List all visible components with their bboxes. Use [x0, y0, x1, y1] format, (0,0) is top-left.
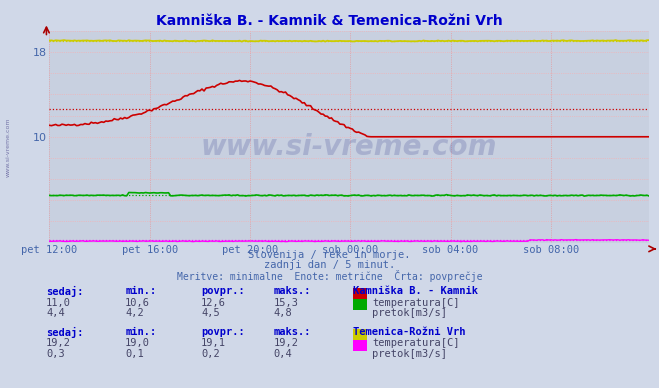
- Text: Slovenija / reke in morje.: Slovenija / reke in morje.: [248, 250, 411, 260]
- Text: 19,0: 19,0: [125, 338, 150, 348]
- Text: 12,6: 12,6: [201, 298, 226, 308]
- Text: min.:: min.:: [125, 327, 156, 337]
- Text: 4,4: 4,4: [46, 308, 65, 319]
- Text: pretok[m3/s]: pretok[m3/s]: [372, 308, 447, 319]
- Text: 0,2: 0,2: [201, 349, 219, 359]
- Text: 19,2: 19,2: [273, 338, 299, 348]
- Text: sedaj:: sedaj:: [46, 327, 84, 338]
- Text: Meritve: minimalne  Enote: metrične  Črta: povprečje: Meritve: minimalne Enote: metrične Črta:…: [177, 270, 482, 282]
- Text: 19,2: 19,2: [46, 338, 71, 348]
- Text: 4,5: 4,5: [201, 308, 219, 319]
- Text: temperatura[C]: temperatura[C]: [372, 298, 460, 308]
- Text: temperatura[C]: temperatura[C]: [372, 338, 460, 348]
- Text: povpr.:: povpr.:: [201, 327, 244, 337]
- Text: sedaj:: sedaj:: [46, 286, 84, 297]
- Text: Kamniška B. - Kamnik & Temenica-Rožni Vrh: Kamniška B. - Kamnik & Temenica-Rožni Vr…: [156, 14, 503, 28]
- Text: pretok[m3/s]: pretok[m3/s]: [372, 349, 447, 359]
- Text: www.si-vreme.com: www.si-vreme.com: [5, 118, 11, 177]
- Text: www.si-vreme.com: www.si-vreme.com: [201, 133, 498, 161]
- Text: 19,1: 19,1: [201, 338, 226, 348]
- Text: 10,6: 10,6: [125, 298, 150, 308]
- Text: Kamniška B. - Kamnik: Kamniška B. - Kamnik: [353, 286, 478, 296]
- Text: maks.:: maks.:: [273, 286, 311, 296]
- Text: 4,2: 4,2: [125, 308, 144, 319]
- Text: 0,3: 0,3: [46, 349, 65, 359]
- Text: 0,1: 0,1: [125, 349, 144, 359]
- Text: Temenica-Rožni Vrh: Temenica-Rožni Vrh: [353, 327, 465, 337]
- Text: zadnji dan / 5 minut.: zadnji dan / 5 minut.: [264, 260, 395, 270]
- Text: povpr.:: povpr.:: [201, 286, 244, 296]
- Text: 0,4: 0,4: [273, 349, 292, 359]
- Text: min.:: min.:: [125, 286, 156, 296]
- Text: 4,8: 4,8: [273, 308, 292, 319]
- Text: maks.:: maks.:: [273, 327, 311, 337]
- Text: 11,0: 11,0: [46, 298, 71, 308]
- Text: 15,3: 15,3: [273, 298, 299, 308]
